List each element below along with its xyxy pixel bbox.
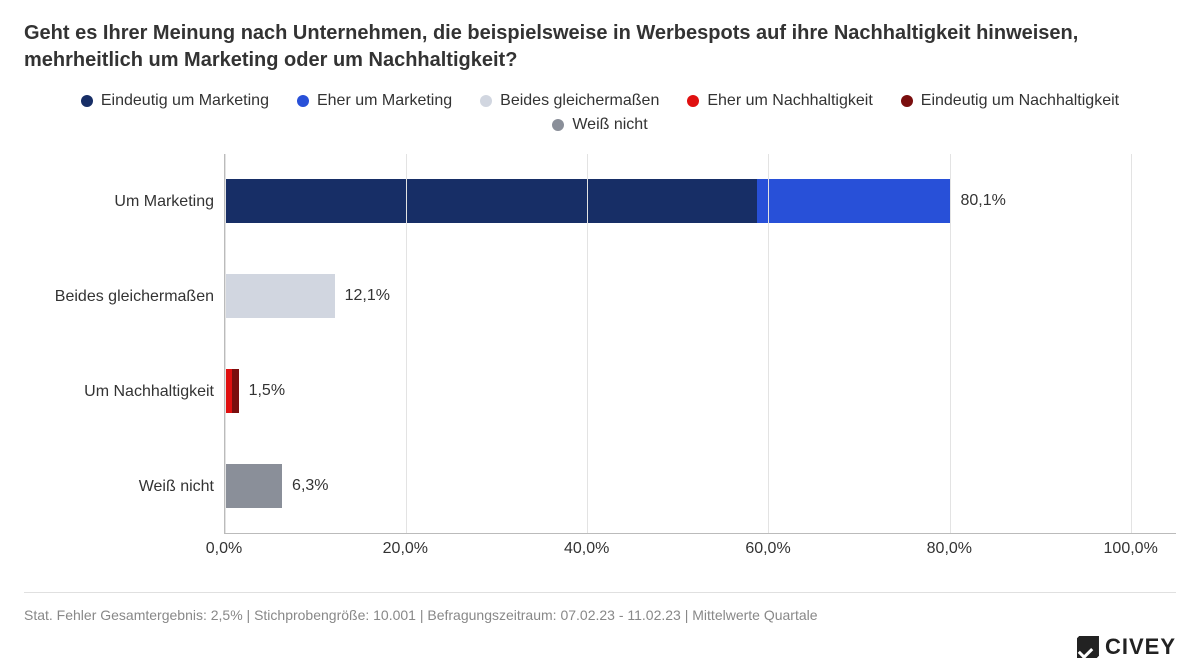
legend-item: Eindeutig um Marketing [81,92,269,110]
gridline [1131,154,1132,533]
legend-label: Beides gleichermaßen [500,92,659,110]
bar-segment [225,369,232,413]
legend-label: Eher um Nachhaltigkeit [707,92,872,110]
gridline [225,154,226,533]
x-axis-tick: 0,0% [206,540,242,558]
bar-segment [757,179,951,223]
y-axis-label: Um Marketing [114,154,214,249]
legend-dot-icon [480,95,492,107]
y-axis-label: Weiß nicht [139,439,214,534]
x-axis-tick: 80,0% [927,540,972,558]
legend-label: Eindeutig um Marketing [101,92,269,110]
x-axis-tick: 40,0% [564,540,609,558]
gridline [587,154,588,533]
brand-text: CIVEY [1105,634,1176,660]
legend-label: Eindeutig um Nachhaltigkeit [921,92,1119,110]
bar-stack [225,464,282,508]
y-axis-label: Um Nachhaltigkeit [84,344,214,439]
y-axis-label: Beides gleichermaßen [55,249,214,344]
bar-stack [225,369,239,413]
bar-segment [225,179,757,223]
legend-dot-icon [81,95,93,107]
bar-value-label: 6,3% [292,477,328,495]
legend-label: Weiß nicht [572,116,647,134]
legend-item: Eindeutig um Nachhaltigkeit [901,92,1119,110]
x-axis-tick: 60,0% [745,540,790,558]
y-axis-labels: Um MarketingBeides gleichermaßenUm Nachh… [34,154,224,534]
legend-item: Eher um Nachhaltigkeit [687,92,872,110]
x-axis-tick: 20,0% [383,540,428,558]
bar-row: 12,1% [225,249,1176,344]
bar-row: 6,3% [225,438,1176,533]
bar-segment [232,369,238,413]
gridline [768,154,769,533]
x-axis: 0,0%20,0%40,0%60,0%80,0%100,0% [224,540,1176,568]
bar-row: 1,5% [225,344,1176,439]
legend-dot-icon [552,119,564,131]
bar-stack [225,274,335,318]
bar-row: 80,1% [225,154,1176,249]
bar-segment [225,274,335,318]
bar-segment [225,464,282,508]
x-axis-tick: 100,0% [1104,540,1158,558]
legend-item: Weiß nicht [552,116,647,134]
legend-label: Eher um Marketing [317,92,452,110]
civey-icon [1077,636,1099,658]
chart-legend: Eindeutig um Marketing Eher um Marketing B… [24,92,1176,134]
plot-area: 80,1% 12,1% 1,5% 6,3% [224,154,1176,534]
chart-footnote: Stat. Fehler Gesamtergebnis: 2,5% | Stic… [24,592,1176,623]
bar-value-label: 1,5% [249,382,285,400]
brand-logo: CIVEY [1077,634,1176,660]
legend-dot-icon [901,95,913,107]
legend-item: Beides gleichermaßen [480,92,659,110]
gridline [950,154,951,533]
bar-value-label: 12,1% [345,287,390,305]
bar-value-label: 80,1% [960,192,1005,210]
legend-item: Eher um Marketing [297,92,452,110]
legend-dot-icon [297,95,309,107]
legend-dot-icon [687,95,699,107]
chart-area: Um MarketingBeides gleichermaßenUm Nachh… [34,154,1176,534]
chart-title: Geht es Ihrer Meinung nach Unternehmen, … [24,20,1176,74]
gridline [406,154,407,533]
